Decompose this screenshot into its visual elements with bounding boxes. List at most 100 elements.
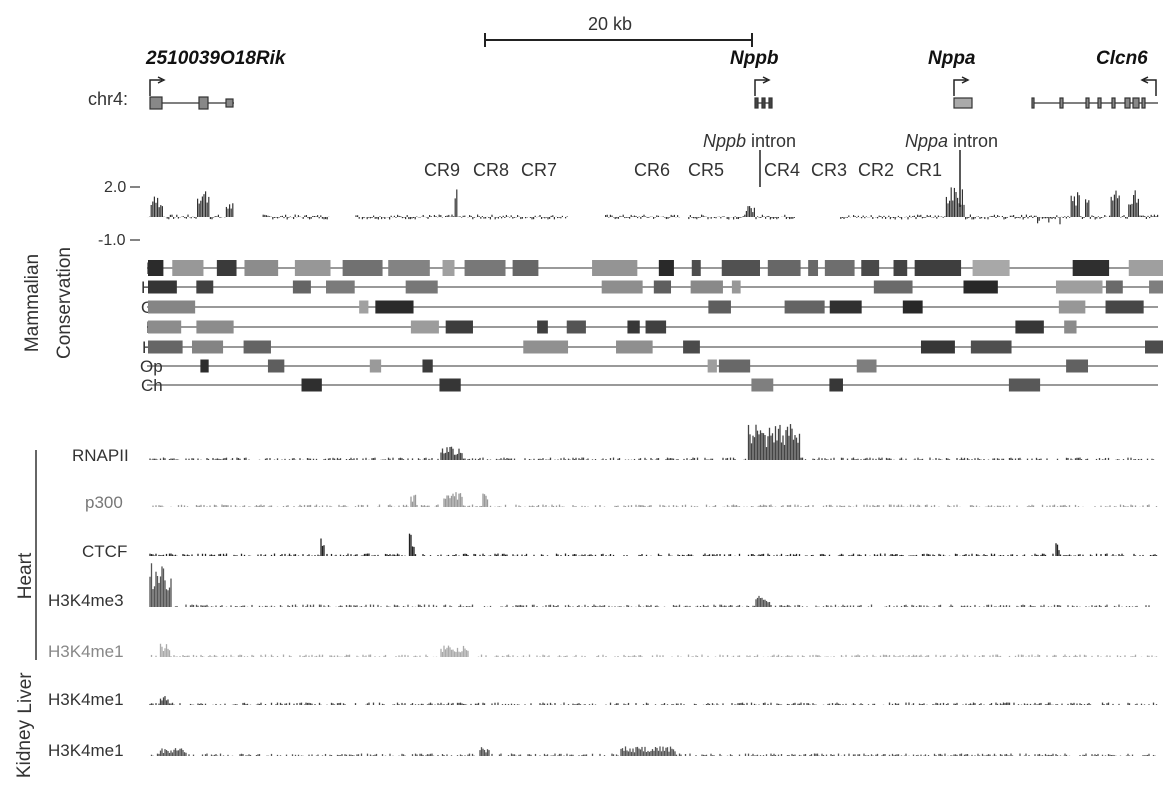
alignment-block (342, 260, 383, 276)
alignment-block (1145, 340, 1163, 354)
alignment-block (972, 260, 1010, 276)
alignment-block (244, 260, 279, 276)
track-label-h3k4me1-liver: H3K4me1 (48, 690, 124, 709)
alignment-block (359, 300, 369, 314)
intron-gene-nppa: Nppa (905, 131, 949, 151)
cr-label-7: CR7 (521, 160, 558, 180)
alignment-block (718, 359, 751, 373)
alignment-block (267, 359, 285, 373)
alignment-block (148, 340, 183, 354)
cr-label-8: CR8 (473, 160, 510, 180)
alignment-block (566, 320, 586, 334)
alignment-block (808, 260, 819, 276)
cr-label-6: CR6 (634, 160, 671, 180)
alignment-block (873, 280, 913, 294)
axis-top-label: 2.0 (104, 179, 127, 196)
alignment-block (439, 378, 461, 392)
cr-label-9: CR9 (424, 160, 461, 180)
alignment-block (537, 320, 548, 334)
intron-label-nppa: Nppa intron (905, 131, 998, 152)
alignment-block (1128, 260, 1163, 276)
alignment-block (1105, 280, 1123, 294)
alignment-block (148, 300, 196, 314)
track-label-p300: p300 (85, 493, 123, 512)
alignment-block (653, 280, 672, 294)
alignment-block (920, 340, 955, 354)
intron-word-nppb: intron (746, 131, 797, 151)
alignment-block (691, 260, 701, 276)
alignment-block (292, 280, 311, 294)
alignment-block (690, 280, 723, 294)
alignment-block (627, 320, 640, 334)
alignment-block (148, 260, 164, 276)
alignment-block (148, 280, 177, 294)
alignment-block (751, 378, 774, 392)
alignment-block (767, 260, 801, 276)
alignment-block (148, 320, 182, 334)
alignment-block (861, 260, 880, 276)
intron-markers (759, 150, 961, 207)
alignment-block (658, 260, 674, 276)
alignment-block (784, 300, 825, 314)
alignment-block (410, 320, 439, 334)
scale-bar (484, 33, 753, 47)
alignment-block (191, 340, 224, 354)
alignment-block (829, 378, 843, 392)
signal-tracks (149, 424, 1158, 756)
alignment-block (731, 280, 741, 294)
intron-word-nppa: intron (948, 131, 999, 151)
alignment-block (893, 260, 908, 276)
track-label-rnapii: RNAPII (72, 446, 129, 465)
conservation-plot (147, 187, 1159, 225)
conservation-axis (130, 186, 140, 241)
cr-label-5: CR5 (688, 160, 725, 180)
scale-bar-label: 20 kb (588, 14, 633, 34)
alignment-block (369, 359, 382, 373)
alignment-block (301, 378, 322, 392)
alignment-block (1058, 300, 1086, 314)
alignment-block (200, 359, 209, 373)
track-label-ctcf: CTCF (82, 542, 128, 561)
gene-label-nppa: Nppa (928, 48, 976, 69)
axis-bottom-label: -1.0 (98, 232, 126, 249)
cr-label-3: CR3 (811, 160, 848, 180)
track-label-h3k4me1-heart: H3K4me1 (48, 642, 124, 661)
alignment-block (829, 300, 862, 314)
alignment-block (1072, 260, 1110, 276)
alignment-block (422, 359, 433, 373)
alignment-block (512, 260, 539, 276)
alignment-block (1064, 320, 1077, 334)
chromosome-label: chr4: (88, 89, 129, 109)
alignment-block (326, 280, 355, 294)
alignment-block (1015, 320, 1044, 334)
alignment-block (707, 359, 717, 373)
alignment-block (216, 260, 237, 276)
alignment-block (1055, 280, 1103, 294)
alignment-block (708, 300, 731, 314)
track-label-h3k4me1-kidney: H3K4me1 (48, 741, 124, 760)
gene-label-nppb: Nppb (730, 48, 779, 69)
alignment-block (388, 260, 430, 276)
gene-label-clcn6: Clcn6 (1096, 48, 1148, 69)
alignment-block (914, 260, 962, 276)
alignment-block (375, 300, 414, 314)
alignment-block (592, 260, 638, 276)
gene-label-2510039o18rik: 2510039O18Rik (146, 48, 286, 69)
alignment-block (405, 280, 438, 294)
alignment-block (243, 340, 271, 354)
alignment-block (616, 340, 653, 354)
alignment-block (196, 280, 214, 294)
cr-label-2: CR2 (858, 160, 895, 180)
cr-label-4: CR4 (764, 160, 801, 180)
alignment-block (970, 340, 1012, 354)
intron-label-nppb: Nppb intron (703, 131, 796, 152)
alignment-block (442, 260, 455, 276)
alignment-block (172, 260, 204, 276)
alignment-block (445, 320, 473, 334)
alignment-block (464, 260, 506, 276)
alignment-block (1149, 280, 1163, 294)
alignment-block (1066, 359, 1089, 373)
alignment-block (721, 260, 760, 276)
alignment-block (1008, 378, 1041, 392)
